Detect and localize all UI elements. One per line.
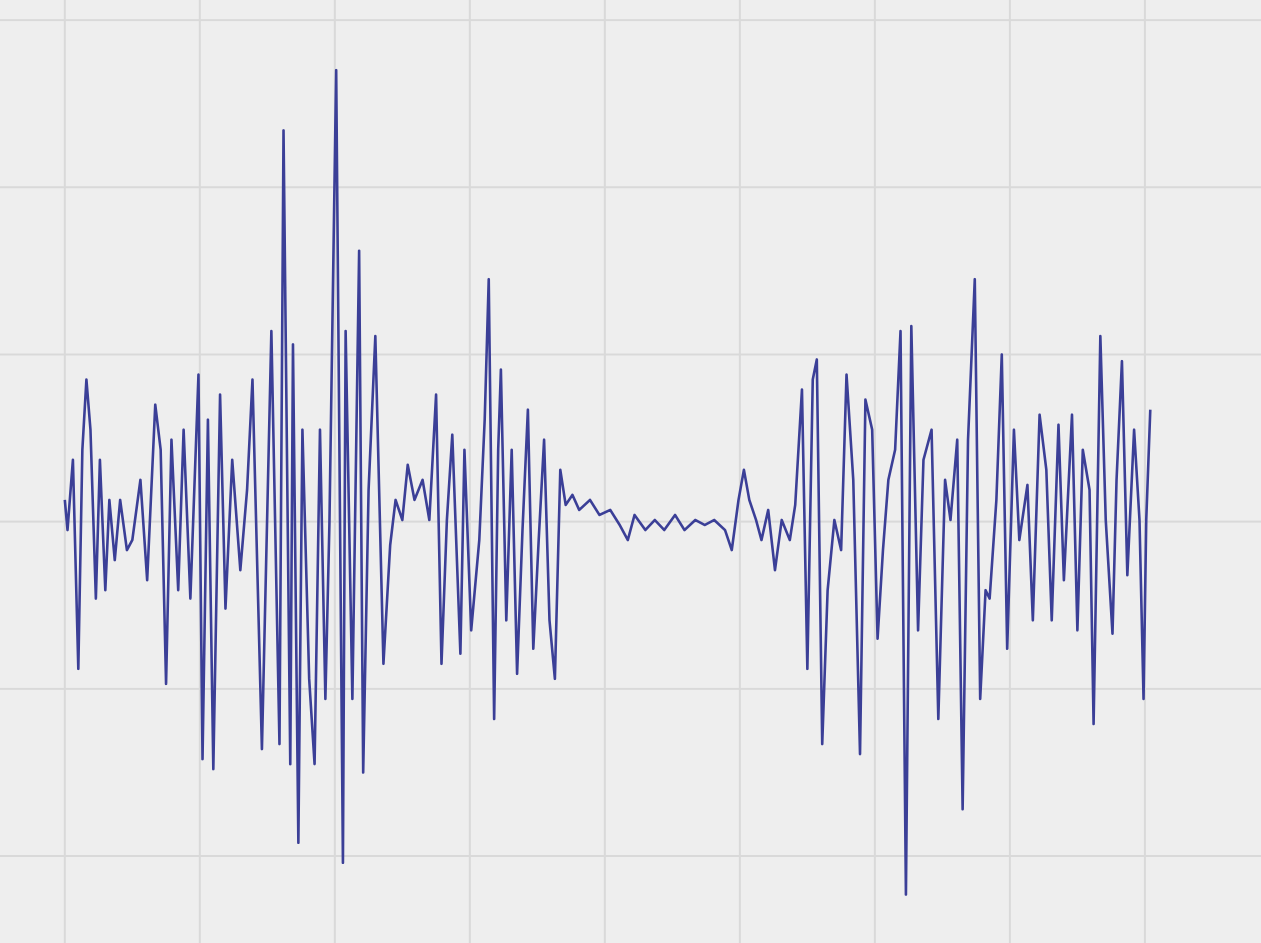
line-series [63,68,1152,896]
